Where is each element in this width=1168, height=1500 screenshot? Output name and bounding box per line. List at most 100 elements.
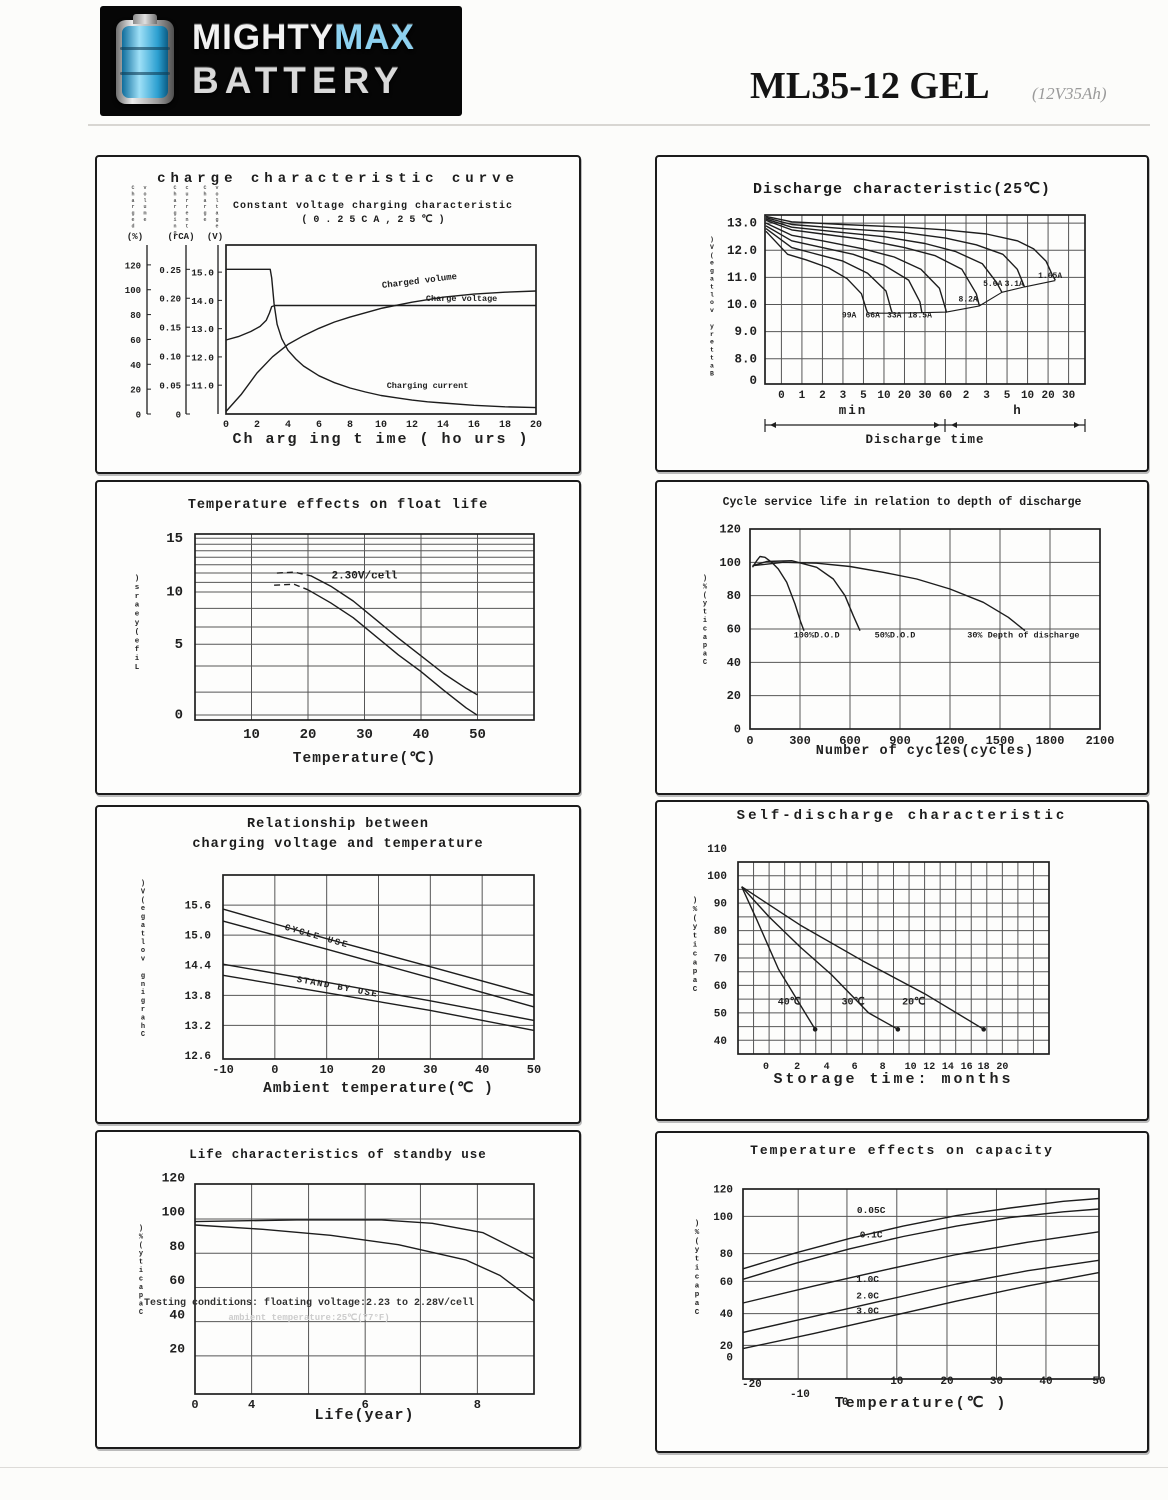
- svg-text:6: 6: [316, 420, 322, 431]
- series-33A: [765, 225, 923, 313]
- svg-text:Charged: Charged: [131, 185, 134, 229]
- series-dod-50pct: [752, 560, 861, 631]
- svg-text:20: 20: [727, 689, 741, 703]
- series-rate-0.1C: [742, 1208, 1100, 1280]
- chart-subtitle2: ( 0 . 2 5 C A , 2 5 ℃ ): [301, 215, 445, 226]
- card-charge-characteristic: charge characteristic curve Constant vol…: [95, 155, 581, 474]
- series-99A: [765, 230, 869, 313]
- battery-cap-icon: [133, 14, 157, 24]
- chart-title: charge characteristic curve: [157, 171, 519, 187]
- svg-text:600: 600: [839, 734, 861, 748]
- svg-text:60: 60: [727, 623, 741, 637]
- svg-text:14: 14: [437, 420, 449, 431]
- svg-text:100: 100: [713, 1212, 733, 1224]
- svg-text:40: 40: [413, 727, 430, 743]
- svg-text:60: 60: [939, 390, 952, 402]
- charge-characteristic-plot: 0 20 40 60 80 100 120 0 0.05 0.10 0.15 0.20 0.25 11.0…: [97, 157, 579, 472]
- svg-text:14: 14: [942, 1062, 954, 1073]
- svg-text:Charging current: Charging current: [387, 381, 469, 391]
- header-divider: [88, 124, 1150, 126]
- svg-text:Life(year): Life(year): [314, 1407, 414, 1424]
- svg-text:STAND BY USE: STAND BY USE: [296, 975, 379, 1000]
- svg-text:80: 80: [720, 1249, 733, 1261]
- svg-text:0: 0: [726, 1352, 733, 1364]
- svg-text:18.5A: 18.5A: [908, 312, 932, 321]
- svg-text:40℃: 40℃: [778, 997, 801, 1009]
- svg-text:current: current: [185, 185, 188, 229]
- svg-text:10: 10: [877, 390, 890, 402]
- svg-text:14.0: 14.0: [191, 296, 214, 307]
- logo-word-mighty: MIGHTY: [192, 18, 335, 57]
- chart-subtitle: Constant voltage charging characteristic: [232, 201, 514, 212]
- charging-voltage-temperature-svg: 12.613.213.814.415.015.6-10 0 10 20 30 40 50CY…: [141, 874, 541, 1097]
- battery-icon: [116, 14, 174, 104]
- svg-text:1: 1: [799, 390, 806, 402]
- series-standby-use-lower: [222, 974, 535, 1032]
- series-charging-current: [226, 268, 537, 409]
- chart-title: Self-discharge characteristic: [736, 808, 1068, 824]
- svg-text:40: 40: [727, 656, 741, 670]
- svg-text:120: 120: [125, 261, 141, 271]
- series-storage-20C: [741, 886, 985, 1030]
- svg-text:0: 0: [136, 411, 141, 421]
- svg-text:11.0: 11.0: [727, 271, 757, 285]
- svg-text:1.65A: 1.65A: [1038, 272, 1062, 281]
- svg-text:2.0C: 2.0C: [856, 1290, 879, 1301]
- svg-text:50: 50: [714, 1008, 727, 1020]
- svg-text:40: 40: [714, 1036, 727, 1048]
- svg-text:10: 10: [243, 727, 260, 743]
- svg-text:40: 40: [1039, 1376, 1052, 1388]
- svg-text:30: 30: [356, 727, 373, 743]
- discharge-characteristic-svg: 13.012.011.010.09.08.000 1 2 3 5 10 20 30 60 2 3 5 1…: [710, 214, 1086, 447]
- self-discharge-plot: 110 100 90 80 70 60 50 40 0 2 4 6 8 10 12 14 16 18 20 40℃ 30…: [657, 802, 1147, 1119]
- series-standby-life-lower: [194, 1224, 535, 1302]
- svg-text:ambient temperature:25℃(77°F): ambient temperature:25℃(77°F): [228, 1312, 389, 1323]
- life-standby-use-plot: 20 40 60 80 100 120 0 4 6 8 Testing conditions: fl…: [97, 1132, 579, 1447]
- series-dod-30pct: [752, 561, 1026, 632]
- svg-text:8.0: 8.0: [734, 352, 757, 366]
- series-standby-life-upper: [194, 1219, 535, 1260]
- series-1.65A: [765, 215, 1056, 281]
- card-discharge-characteristic: Discharge characteristic(25℃) 13.0 12.0 11…: [655, 155, 1149, 472]
- logo-line1: MIGHTYMAX: [192, 18, 415, 58]
- svg-text:120: 120: [719, 523, 741, 537]
- svg-text:100: 100: [719, 556, 741, 570]
- card-temperature-float-life: Temperature effects on float life 15 10 5 0…: [95, 480, 581, 795]
- svg-text:15.0: 15.0: [185, 931, 211, 943]
- cycle-service-life-plot: 0 20 40 60 80 100 120 0 300 600 900 1200 1500 1800 210…: [657, 482, 1147, 793]
- svg-text:0.1C: 0.1C: [860, 1229, 883, 1240]
- battery-core: [122, 26, 168, 98]
- svg-text:Charged volume: Charged volume: [381, 272, 457, 291]
- svg-text:300: 300: [789, 734, 811, 748]
- svg-text:40: 40: [130, 361, 141, 371]
- series-66A: [765, 228, 893, 313]
- svg-text:40: 40: [475, 1063, 489, 1077]
- svg-text:-10: -10: [212, 1063, 234, 1077]
- svg-text:100: 100: [162, 1205, 186, 1220]
- series-3.1A: [765, 217, 1026, 288]
- svg-text:0: 0: [223, 420, 229, 431]
- discharge-characteristic-plot: 13.0 12.0 11.0 10.0 9.0 8.0 0 0 1 2 3 5 10 20 30 60 2 3 5 1…: [657, 157, 1147, 470]
- svg-text:18: 18: [499, 420, 511, 431]
- svg-text:(V): (V): [207, 232, 223, 242]
- chart-title: Temperature effects on capacity: [750, 1143, 1054, 1158]
- svg-text:110: 110: [707, 844, 727, 856]
- svg-text:30: 30: [990, 1376, 1003, 1388]
- svg-text:(rCA): (rCA): [167, 232, 194, 242]
- svg-text:100%D.O.D: 100%D.O.D: [794, 630, 840, 640]
- chart-title: Discharge characteristic(25℃): [753, 181, 1051, 198]
- series-storage-40C: [741, 886, 816, 1030]
- svg-text:18: 18: [978, 1062, 990, 1073]
- svg-text:33A: 33A: [887, 312, 902, 321]
- series-float-life-upper: [310, 575, 478, 696]
- svg-text:90: 90: [714, 899, 727, 911]
- svg-text:10: 10: [375, 420, 387, 431]
- svg-text:0: 0: [176, 411, 181, 421]
- svg-text:12.0: 12.0: [727, 244, 757, 258]
- battery-divider: [120, 72, 170, 76]
- svg-text:20: 20: [169, 1342, 185, 1357]
